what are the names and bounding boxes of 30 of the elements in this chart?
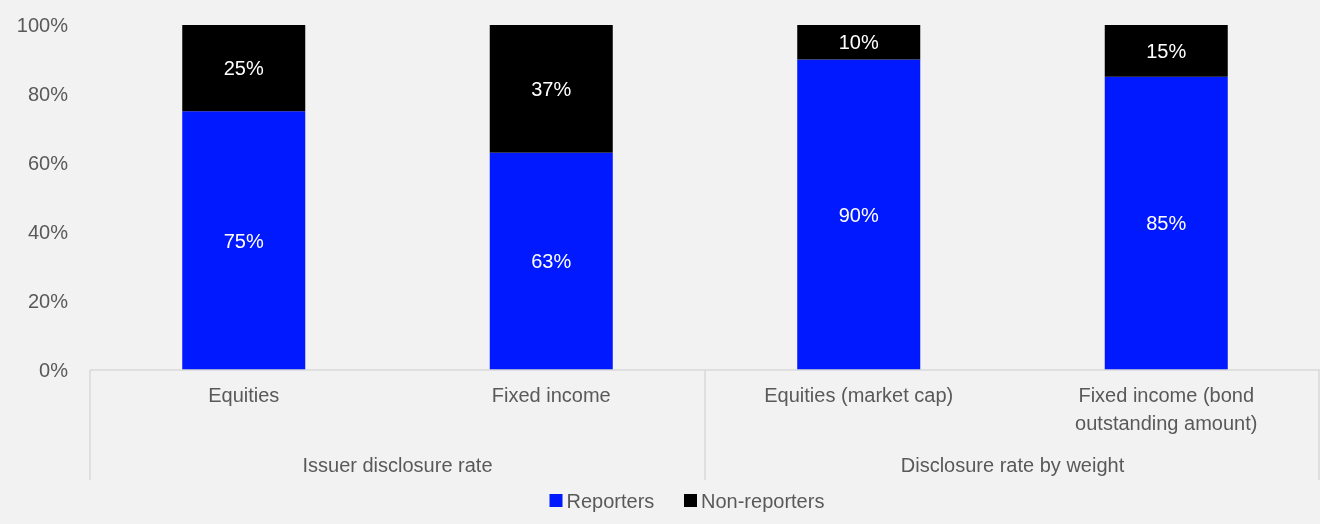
data-label: 25% xyxy=(223,57,264,80)
x-tick-label: Equities (market cap) xyxy=(764,384,954,406)
x-tick-label: Fixed income (bond outstanding amount) xyxy=(1075,384,1258,434)
text: Disclosure rate by weight xyxy=(900,454,1125,476)
bar xyxy=(797,25,921,60)
y-tick-label: 20% xyxy=(27,290,69,312)
legend-label: Reporters xyxy=(566,490,655,512)
data-label: 10% xyxy=(838,31,879,54)
y-tick-label: 80% xyxy=(27,83,69,105)
bar xyxy=(489,25,613,153)
x-tick-label: Fixed income xyxy=(491,384,611,406)
data-label: 37% xyxy=(531,77,572,100)
data-label: 15% xyxy=(1146,39,1187,62)
y-tick-label: 0% xyxy=(39,359,69,381)
y-tick-label: 60% xyxy=(27,152,69,174)
bar xyxy=(797,59,921,370)
bar xyxy=(182,111,306,370)
y-tick-label: 100% xyxy=(16,14,69,36)
bar xyxy=(1104,76,1228,370)
bar xyxy=(182,25,306,112)
x-tick-label: Equities xyxy=(208,384,280,406)
text: Issuer disclosure rate xyxy=(302,454,493,476)
data-label: 63% xyxy=(531,250,572,273)
legend-label: Non-reporters xyxy=(701,490,825,512)
y-tick-label: 40% xyxy=(27,221,69,243)
data-label: 85% xyxy=(1146,212,1187,235)
bar xyxy=(1104,25,1228,77)
data-label: 75% xyxy=(223,229,264,252)
bar xyxy=(489,152,613,370)
data-label: 90% xyxy=(838,203,879,226)
